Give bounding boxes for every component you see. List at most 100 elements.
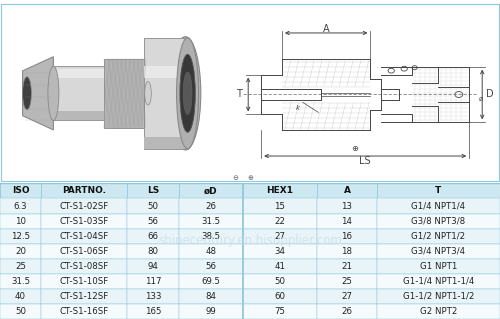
Bar (127, 289, 179, 304)
Text: CT-S1-10SF: CT-S1-10SF (60, 277, 108, 286)
Text: 99: 99 (206, 307, 216, 316)
Text: CT-S1-02SF: CT-S1-02SF (60, 202, 108, 211)
Text: A: A (344, 187, 350, 196)
Text: T: T (236, 90, 242, 100)
Bar (41, 274, 127, 289)
Text: ø: ø (479, 95, 483, 101)
Text: PARTNO.: PARTNO. (62, 187, 106, 196)
Bar (242, 274, 317, 289)
Bar (242, 259, 317, 274)
Text: 40: 40 (15, 292, 26, 301)
Bar (317, 259, 377, 274)
Bar (179, 274, 242, 289)
Text: ⊖: ⊖ (232, 175, 238, 181)
Bar (377, 304, 500, 319)
Text: 94: 94 (148, 262, 158, 271)
Bar (0, 274, 41, 289)
Text: 48: 48 (206, 247, 216, 256)
Text: G1/4 NPT1/4: G1/4 NPT1/4 (412, 202, 466, 211)
Bar (0, 213, 41, 229)
Text: 38.5: 38.5 (202, 232, 220, 241)
Bar (242, 244, 317, 259)
Text: 26: 26 (342, 307, 352, 316)
Bar (41, 183, 127, 198)
Bar (144, 66, 188, 78)
Text: ⊕: ⊕ (352, 144, 358, 152)
Text: 41: 41 (274, 262, 285, 271)
Text: CT-S1-04SF: CT-S1-04SF (60, 232, 108, 241)
Text: ISO: ISO (12, 187, 30, 196)
Text: 117: 117 (144, 277, 161, 286)
Polygon shape (22, 57, 54, 130)
Bar (242, 183, 317, 198)
Text: 80: 80 (148, 247, 158, 256)
Bar (179, 229, 242, 244)
Bar (0, 304, 41, 319)
Bar (377, 274, 500, 289)
Bar (41, 244, 127, 259)
Text: G3/8 NPT3/8: G3/8 NPT3/8 (412, 217, 466, 226)
Ellipse shape (183, 72, 192, 115)
Text: 31.5: 31.5 (11, 277, 30, 286)
Text: CT-S1-03SF: CT-S1-03SF (60, 217, 108, 226)
Bar (127, 304, 179, 319)
Bar (127, 198, 179, 213)
Bar (104, 59, 144, 128)
Text: CT-S1-08SF: CT-S1-08SF (60, 262, 108, 271)
Text: 69.5: 69.5 (202, 277, 220, 286)
Bar (179, 244, 242, 259)
Bar (0, 259, 41, 274)
Text: øD: øD (204, 187, 218, 196)
Text: CT-S1-06SF: CT-S1-06SF (60, 247, 108, 256)
Text: A: A (323, 24, 330, 33)
Bar (317, 198, 377, 213)
Text: 50: 50 (148, 202, 158, 211)
Text: G2 NPT2: G2 NPT2 (420, 307, 457, 316)
Bar (41, 229, 127, 244)
Text: LS: LS (360, 156, 371, 166)
Bar (127, 213, 179, 229)
Text: 56: 56 (206, 262, 216, 271)
Bar (377, 183, 500, 198)
Bar (0, 229, 41, 244)
Bar (41, 213, 127, 229)
Text: G3/4 NPT3/4: G3/4 NPT3/4 (412, 247, 466, 256)
Text: 26: 26 (206, 202, 216, 211)
Bar (0, 198, 41, 213)
Text: 20: 20 (15, 247, 26, 256)
Ellipse shape (176, 38, 199, 149)
Bar (242, 289, 317, 304)
Text: 14: 14 (342, 217, 352, 226)
Text: LS: LS (147, 187, 159, 196)
Bar (377, 259, 500, 274)
Text: 10: 10 (15, 217, 26, 226)
Text: 16: 16 (342, 232, 352, 241)
Bar (377, 198, 500, 213)
Bar (41, 289, 127, 304)
Text: 22: 22 (274, 217, 285, 226)
Bar (127, 259, 179, 274)
Bar (179, 259, 242, 274)
Bar (242, 304, 317, 319)
Ellipse shape (144, 82, 152, 105)
Bar (144, 38, 188, 149)
Text: D: D (486, 90, 494, 100)
Bar (377, 289, 500, 304)
Bar (242, 229, 317, 244)
Text: 50: 50 (274, 277, 285, 286)
Text: 25: 25 (15, 262, 26, 271)
Bar (317, 213, 377, 229)
Text: 25: 25 (342, 277, 352, 286)
Text: G1/2 NPT1/2: G1/2 NPT1/2 (412, 232, 466, 241)
Text: k: k (296, 105, 300, 111)
Bar (317, 274, 377, 289)
Bar (317, 244, 377, 259)
Text: 75: 75 (274, 307, 285, 316)
Bar (41, 259, 127, 274)
Text: 165: 165 (144, 307, 161, 316)
Bar (179, 198, 242, 213)
Text: 18: 18 (342, 247, 352, 256)
Bar (127, 229, 179, 244)
Text: 15: 15 (274, 202, 285, 211)
Bar (242, 213, 317, 229)
